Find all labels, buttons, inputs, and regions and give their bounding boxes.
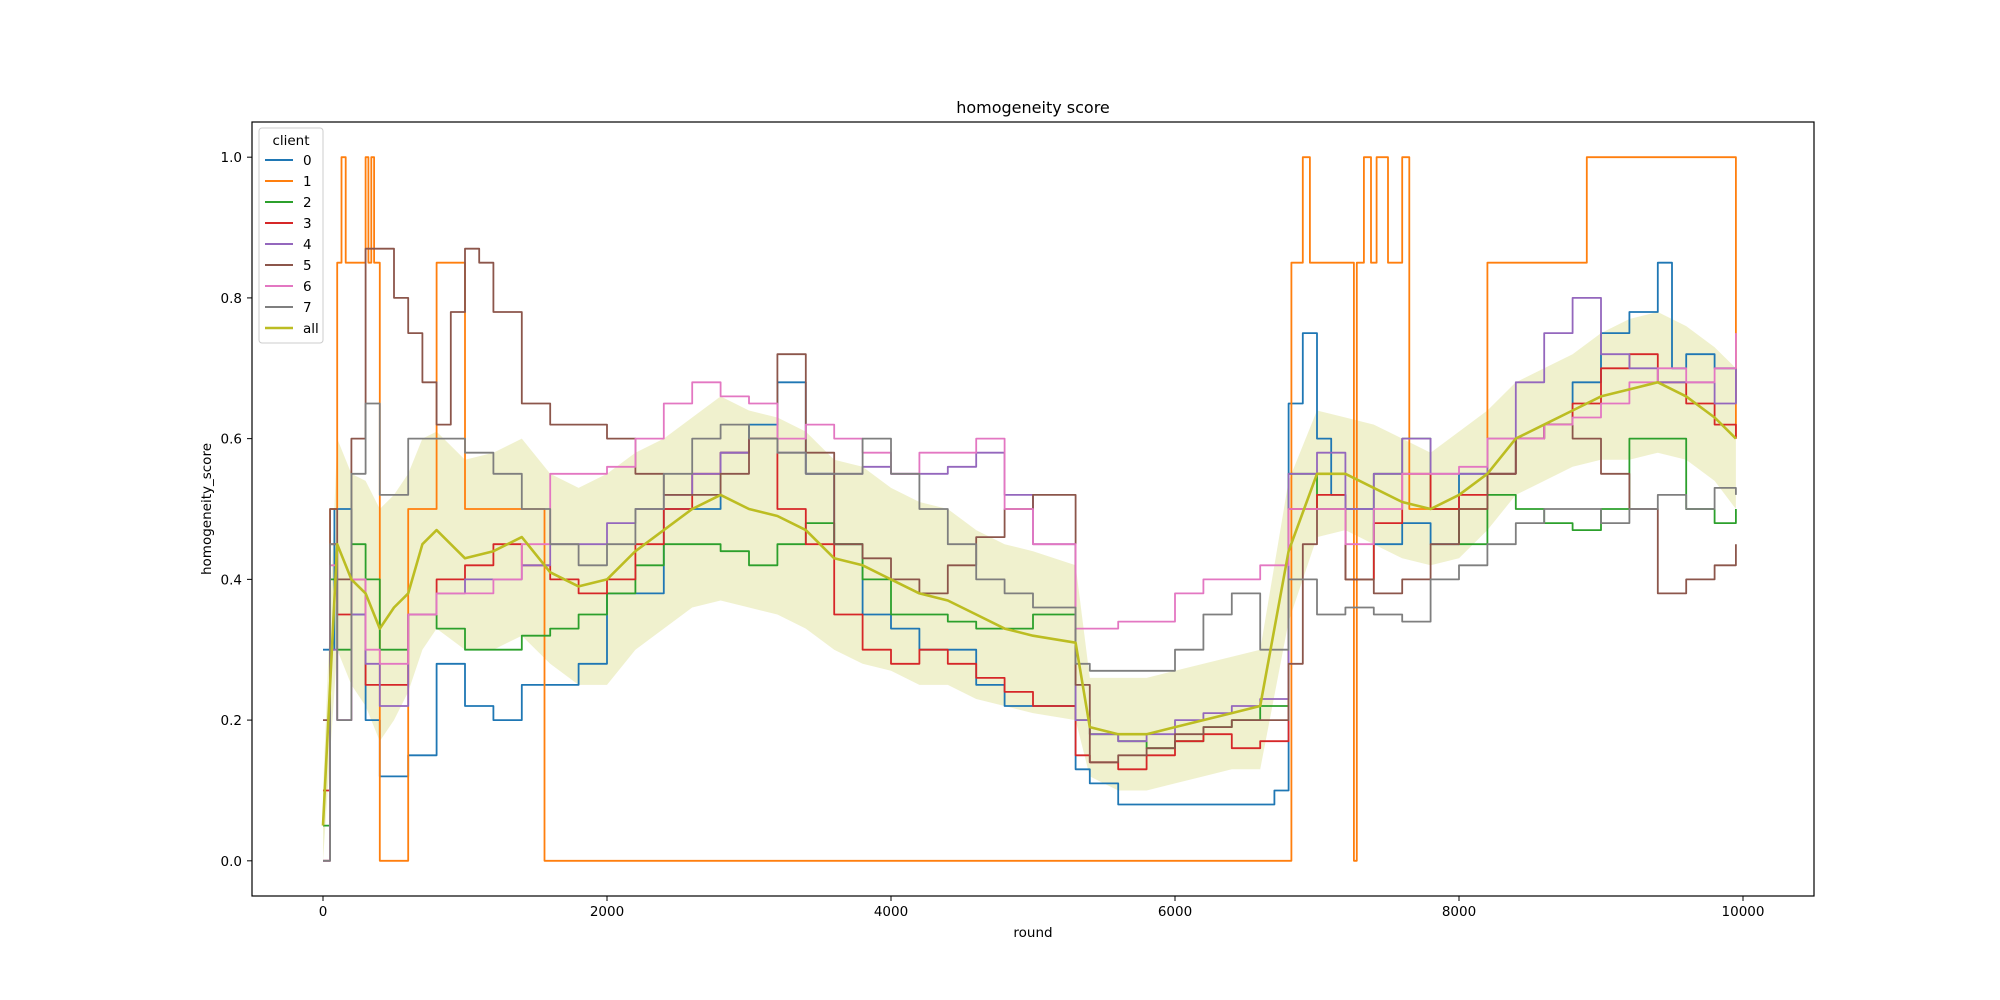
x-tick-label: 2000 [590,904,624,920]
x-tick-label: 0 [319,904,328,920]
x-tick-label: 10000 [1722,904,1765,920]
legend-title: client [272,133,309,149]
legend-label-6: 6 [303,279,312,295]
y-axis: 0.0 0.2 0.4 0.6 0.8 1.0 [221,150,252,870]
series-6-line [323,333,1737,862]
legend-label-1: 1 [303,174,312,190]
x-axis-label: round [1013,925,1052,941]
legend-label-0: 0 [303,153,312,169]
legend-label-5: 5 [303,258,312,274]
y-axis-label: homogeneity_score [199,443,215,575]
x-tick-label: 4000 [874,904,908,920]
y-tick-label: 0.6 [221,432,242,448]
x-axis: 0 2000 4000 6000 8000 10000 [319,896,1765,920]
confidence-band-layer [323,312,1736,861]
series-all-band [323,312,1736,861]
x-tick-label: 6000 [1158,904,1192,920]
legend-label-3: 3 [303,216,312,232]
series-7-line [323,402,1737,862]
y-tick-label: 0.2 [221,713,242,729]
legend: client 0 1 2 3 4 5 6 7 all [258,127,324,344]
y-tick-label: 0.4 [221,572,242,588]
legend-label-7: 7 [303,300,312,316]
series-layer [321,156,1737,862]
series-1-line [323,156,1737,862]
chart-title: homogeneity score [956,98,1110,117]
legend-label-2: 2 [303,195,312,211]
y-tick-label: 0.0 [221,854,242,870]
series-2-line [323,437,1737,827]
plot-frame [251,121,1815,897]
legend-label-4: 4 [303,237,312,253]
x-tick-label: 8000 [1442,904,1476,920]
series-all-line [321,381,1737,826]
y-tick-label: 1.0 [221,150,242,166]
legend-items: 0 1 2 3 4 5 6 7 all [265,153,319,337]
legend-label-all: all [303,321,319,337]
y-tick-label: 0.8 [221,291,242,307]
